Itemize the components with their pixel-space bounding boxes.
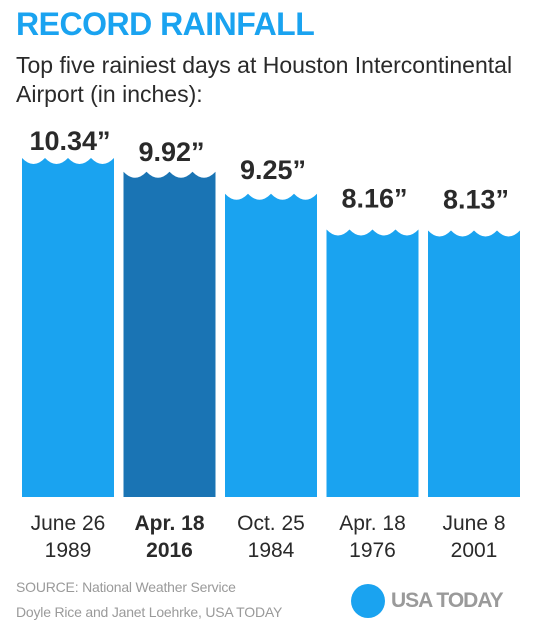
category-label-3-line2: 1984 — [248, 539, 295, 562]
logo-circle-icon — [351, 584, 385, 618]
bar-5 — [428, 230, 520, 497]
category-label-4-line2: 1976 — [349, 539, 396, 562]
category-label-2-line1: Apr. 18 — [134, 512, 204, 535]
category-label-2-line2: 2016 — [146, 539, 193, 562]
bar-chart: 10.34” June 26 1989 9.92” Apr. 18 2016 9.25” Oc… — [22, 126, 520, 562]
value-label-5: 8.13” — [443, 184, 509, 214]
bar-2 — [123, 171, 216, 497]
source-note: SOURCE: National Weather Service — [16, 579, 236, 595]
chart-subtitle: Top five rainiest days at Houston Interc… — [16, 52, 513, 107]
category-label-1-line2: 1989 — [45, 539, 92, 562]
bar-1 — [22, 158, 114, 497]
value-label-2: 9.92” — [138, 137, 204, 167]
bar-4 — [326, 229, 419, 497]
bar-3 — [225, 193, 317, 498]
chart-title: RECORD RAINFALL — [16, 6, 315, 42]
logo-text: USA TODAY — [391, 589, 504, 612]
value-label-1: 10.34” — [29, 126, 110, 156]
value-label-4: 8.16” — [341, 184, 407, 214]
value-label-3: 9.25” — [240, 155, 306, 185]
credit-note: Doyle Rice and Janet Loehrke, USA TODAY — [16, 604, 283, 620]
usa-today-logo: USA TODAY — [351, 584, 504, 618]
category-label-4-line1: Apr. 18 — [339, 512, 406, 535]
category-label-5-line1: June 8 — [442, 512, 505, 535]
category-label-5-line2: 2001 — [451, 539, 498, 562]
category-label-1-line1: June 26 — [31, 512, 106, 535]
category-label-3-line1: Oct. 25 — [237, 512, 305, 535]
